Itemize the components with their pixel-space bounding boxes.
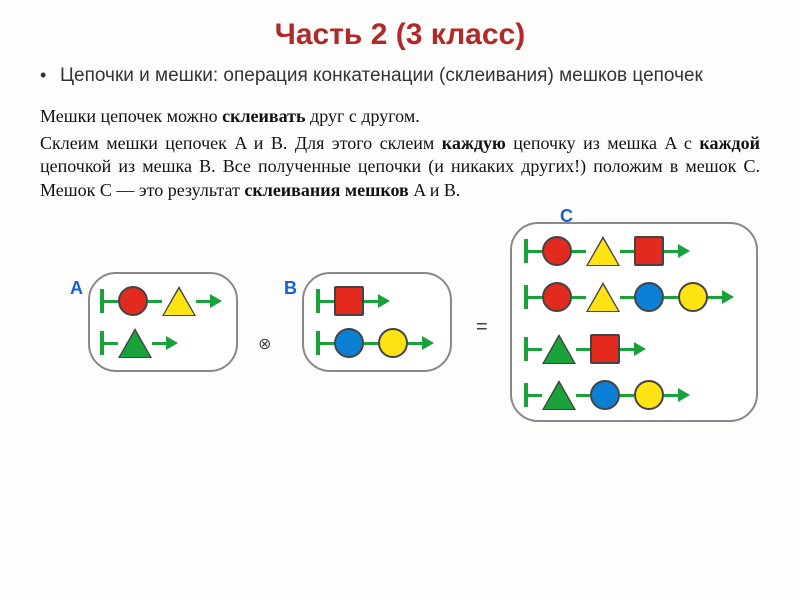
text-bold: склеивания мешков: [244, 180, 408, 200]
diagram: ABC⊗=: [40, 212, 760, 462]
triangle-shape: [542, 380, 576, 410]
bag-label-C: C: [560, 206, 573, 227]
textbook-p1: Мешки цепочек можно склеивать друг с дру…: [40, 105, 760, 128]
slide-title: Часть 2 (3 класс): [0, 0, 800, 62]
chain: [524, 332, 646, 366]
bag-label-A: A: [70, 278, 83, 299]
circle-shape: [334, 328, 364, 358]
bullet-text: Цепочки и мешки: операция конкатенации (…: [0, 62, 800, 105]
chain: [524, 280, 734, 314]
bag-label-B: B: [284, 278, 297, 299]
chain: [100, 284, 222, 318]
text: друг с другом.: [306, 106, 420, 126]
circle-shape: [634, 282, 664, 312]
text-bold: каждую: [442, 133, 506, 153]
square-shape: [634, 236, 664, 266]
triangle-shape: [162, 286, 196, 316]
textbook-excerpt: Мешки цепочек можно склеивать друг с дру…: [40, 105, 760, 203]
text: цепочку из мешка A с: [506, 133, 700, 153]
text: Мешки цепочек можно: [40, 106, 222, 126]
chain: [524, 378, 690, 412]
chain: [100, 326, 178, 360]
square-shape: [334, 286, 364, 316]
circle-shape: [118, 286, 148, 316]
text: Склеим мешки цепочек A и B. Для этого ск…: [40, 133, 442, 153]
textbook-p2: Склеим мешки цепочек A и B. Для этого ск…: [40, 132, 760, 202]
circle-shape: [590, 380, 620, 410]
triangle-shape: [118, 328, 152, 358]
text: A и B.: [409, 180, 461, 200]
circle-shape: [678, 282, 708, 312]
operator-times: ⊗: [258, 334, 271, 354]
triangle-shape: [542, 334, 576, 364]
text-bold: склеивать: [222, 106, 305, 126]
text-bold: каждой: [699, 133, 760, 153]
chain: [316, 284, 390, 318]
circle-shape: [378, 328, 408, 358]
chain: [524, 234, 690, 268]
circle-shape: [634, 380, 664, 410]
triangle-shape: [586, 236, 620, 266]
operator-equals: =: [476, 316, 488, 339]
circle-shape: [542, 282, 572, 312]
chain: [316, 326, 434, 360]
circle-shape: [542, 236, 572, 266]
square-shape: [590, 334, 620, 364]
triangle-shape: [586, 282, 620, 312]
